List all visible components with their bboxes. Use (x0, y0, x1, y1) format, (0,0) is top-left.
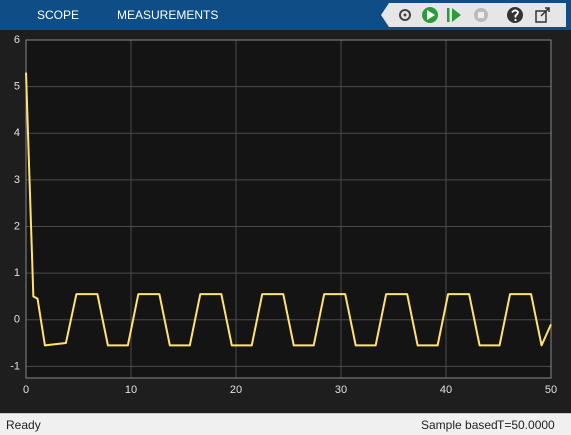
measurements-tab[interactable]: MEASUREMENTS (117, 8, 219, 22)
toolbar-icons (381, 3, 566, 27)
y-tick-label: 2 (14, 220, 20, 232)
y-tick-label: -1 (10, 360, 20, 372)
stop-button[interactable] (474, 8, 488, 22)
y-tick-label: 4 (14, 127, 20, 139)
scope-tab[interactable]: SCOPE (37, 8, 80, 22)
step-button[interactable] (447, 8, 461, 22)
time-text: T=50.0000 (497, 418, 555, 432)
help-button[interactable] (507, 7, 523, 23)
undock-button[interactable] (535, 7, 550, 23)
toolbar: SCOPE MEASUREMENTS (0, 0, 571, 30)
y-tick-label: 6 (14, 34, 20, 46)
y-tick-label: 5 (14, 81, 20, 93)
x-tick-label: 40 (440, 384, 452, 396)
icon-strip (381, 3, 566, 27)
x-tick-label: 30 (335, 384, 347, 396)
mode-text: Sample based (421, 418, 498, 432)
x-tick-label: 50 (545, 384, 557, 396)
run-button[interactable] (422, 7, 438, 23)
y-tick-label: 1 (14, 267, 20, 279)
x-tick-label: 0 (23, 384, 29, 396)
x-tick-label: 10 (125, 384, 137, 396)
settings-button[interactable] (399, 9, 411, 21)
y-tick-label: 3 (14, 174, 20, 186)
axes-frame (25, 39, 552, 379)
x-tick-label: 20 (230, 384, 242, 396)
signal-line (25, 72, 552, 347)
status-text: Ready (6, 418, 41, 432)
status-bar: Ready Sample based T=50.0000 (0, 413, 571, 435)
y-tick-label: 0 (14, 314, 20, 326)
